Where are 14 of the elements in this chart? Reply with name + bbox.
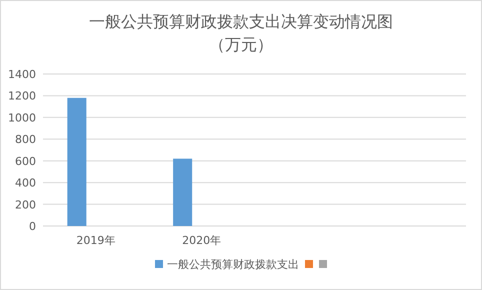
y-tick-label: 200 <box>15 198 36 212</box>
y-tick-label: 1200 <box>8 90 36 103</box>
y-tick-label: 800 <box>15 133 36 146</box>
x-tick-label: 2019年 <box>76 234 116 247</box>
y-tick-label: 0 <box>29 220 36 233</box>
y-tick-label: 1400 <box>8 68 36 81</box>
chart-title: 一般公共预算财政拨款支出决算变动情况图 <box>89 12 393 31</box>
y-tick-label: 600 <box>15 154 36 168</box>
x-tick-label: 2020年 <box>182 234 222 247</box>
y-tick-label: 400 <box>15 176 36 190</box>
chart-subtitle: （万元） <box>209 35 273 54</box>
y-tick-label: 1000 <box>8 111 36 124</box>
legend-label: 一般公共预算财政拨款支出 <box>167 258 299 271</box>
legend: 一般公共预算财政拨款支出 <box>155 258 327 271</box>
